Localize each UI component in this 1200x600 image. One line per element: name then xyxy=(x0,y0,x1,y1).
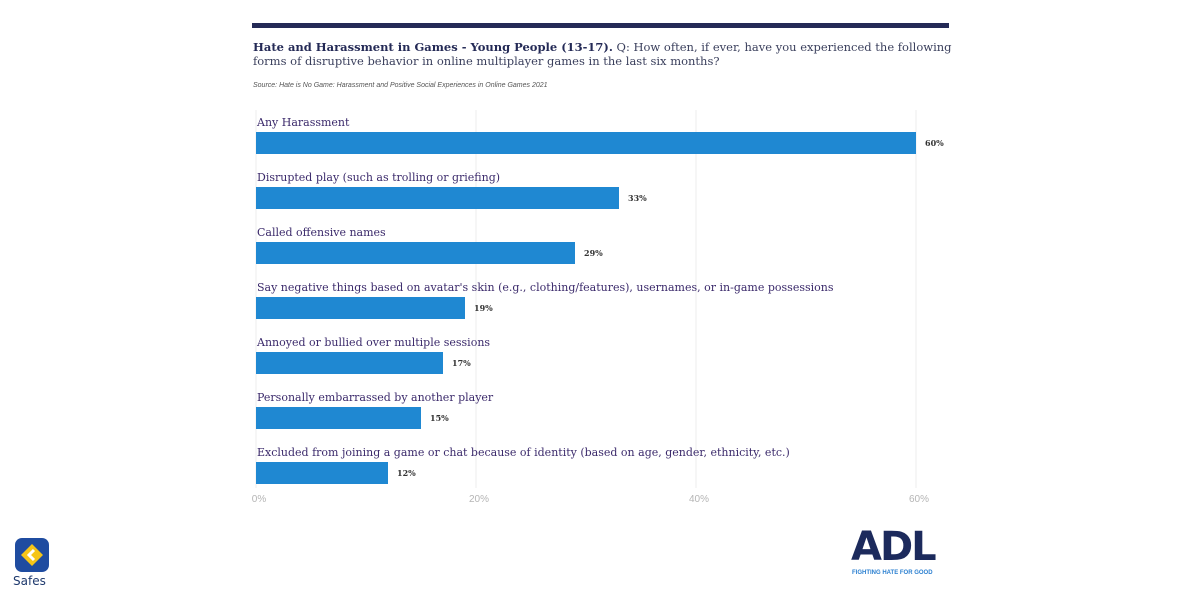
data-label: 29% xyxy=(584,248,603,258)
category-label: Personally embarrassed by another player xyxy=(257,391,494,404)
bar xyxy=(256,132,916,154)
data-label: 17% xyxy=(452,358,471,368)
x-tick-label: 0% xyxy=(252,494,267,505)
adl-logo: ADL xyxy=(851,524,937,570)
category-label: Say negative things based on avatar's sk… xyxy=(257,281,834,294)
chart-title: Hate and Harassment in Games - Young Peo… xyxy=(253,40,952,68)
category-label: Disrupted play (such as trolling or grie… xyxy=(257,171,500,184)
bar xyxy=(256,297,465,319)
data-label: 12% xyxy=(397,468,416,478)
x-tick-label: 40% xyxy=(689,494,709,505)
category-label: Excluded from joining a game or chat bec… xyxy=(257,446,790,459)
x-tick-label: 60% xyxy=(909,494,929,505)
data-label: 15% xyxy=(430,413,449,423)
data-label: 60% xyxy=(925,138,944,148)
bar xyxy=(256,407,421,429)
adl-tagline: FIGHTING HATE FOR GOOD xyxy=(852,570,933,576)
bar xyxy=(256,462,388,484)
x-tick-label: 20% xyxy=(469,494,489,505)
data-label: 19% xyxy=(474,303,493,313)
data-label: 33% xyxy=(628,193,647,203)
bar xyxy=(256,352,443,374)
bar xyxy=(256,187,619,209)
category-label: Called offensive names xyxy=(257,226,386,239)
chart-source: Source: Hate is No Game: Harassment and … xyxy=(253,82,548,89)
top-rule xyxy=(252,23,949,28)
category-label: Annoyed or bullied over multiple session… xyxy=(256,336,490,349)
bar xyxy=(256,242,575,264)
category-label: Any Harassment xyxy=(256,116,350,129)
safes-logo-label: Safes xyxy=(13,574,46,588)
safes-logo-icon xyxy=(15,538,49,572)
